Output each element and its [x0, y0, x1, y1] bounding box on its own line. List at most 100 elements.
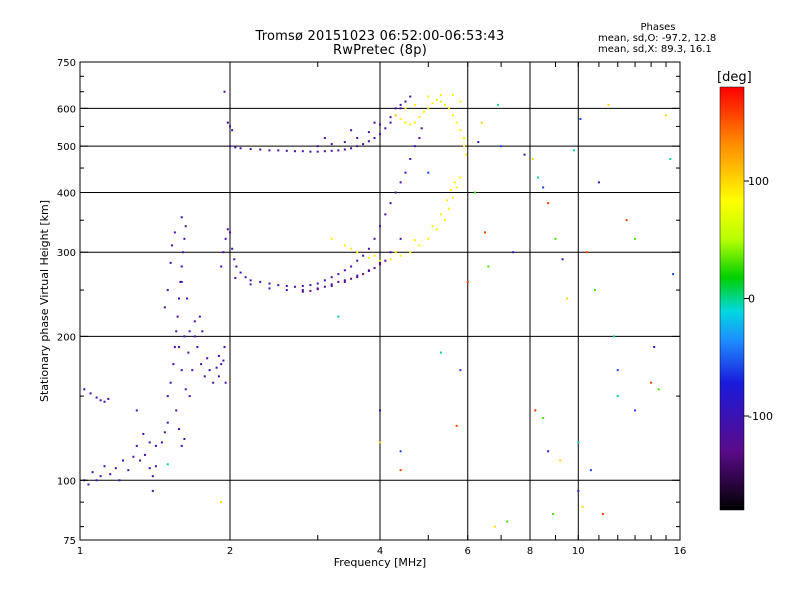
data-point [367, 256, 370, 259]
data-point [431, 102, 434, 105]
data-point [173, 231, 176, 234]
data-point [175, 330, 178, 333]
data-point [223, 90, 226, 93]
data-point [166, 421, 169, 424]
data-point [493, 525, 496, 528]
data-point [169, 381, 172, 384]
data-point [343, 244, 346, 247]
data-point [99, 399, 102, 402]
data-point [542, 416, 545, 419]
data-point [672, 273, 675, 276]
data-point [356, 137, 359, 140]
data-point [186, 297, 189, 300]
data-point [343, 141, 346, 144]
data-point [439, 213, 442, 216]
data-point [459, 129, 462, 132]
data-point [453, 181, 456, 184]
data-point [379, 409, 381, 412]
data-point [231, 129, 234, 132]
data-point [309, 150, 312, 153]
data-point [399, 117, 402, 120]
data-point [487, 265, 490, 268]
y-tick-label: 300 [57, 248, 76, 259]
data-point [135, 444, 138, 447]
data-point [394, 107, 397, 110]
data-point [95, 396, 98, 399]
data-point [183, 437, 186, 440]
data-point [418, 244, 421, 247]
phase-stats-header: Phases [640, 22, 676, 33]
x-tick-label: 2 [227, 546, 233, 557]
data-point [177, 428, 180, 431]
data-point [459, 176, 462, 179]
data-point [175, 409, 178, 412]
data-point [231, 247, 234, 250]
data-point [139, 459, 142, 462]
data-point [484, 231, 487, 234]
data-point [235, 265, 238, 268]
data-point [653, 346, 656, 349]
data-point [132, 455, 135, 458]
data-point [356, 145, 359, 148]
data-point [277, 284, 280, 287]
data-point [356, 251, 359, 254]
data-point [301, 290, 304, 293]
data-point [500, 145, 503, 148]
data-point [177, 346, 180, 349]
data-point [118, 479, 121, 482]
data-point [122, 459, 125, 462]
data-point [239, 147, 242, 150]
data-point [379, 225, 381, 228]
data-point [373, 137, 376, 140]
data-point [367, 140, 370, 143]
phase-stats-x: mean, sd,X: 89.3, 16.1 [598, 44, 712, 55]
x-tick-label: 4 [377, 546, 383, 557]
data-point [188, 395, 191, 398]
data-point [373, 254, 376, 257]
data-point [536, 176, 539, 179]
data-point [224, 381, 227, 384]
data-point [99, 475, 102, 478]
data-point [350, 147, 353, 150]
data-point [409, 251, 412, 254]
data-point [83, 388, 86, 391]
data-point [439, 93, 442, 96]
data-point [413, 103, 416, 106]
y-tick-label: 100 [57, 476, 76, 487]
data-point [301, 150, 304, 153]
data-point [589, 469, 592, 472]
data-point [466, 280, 469, 283]
data-point [496, 103, 499, 106]
data-point [350, 277, 353, 280]
y-tick-label: 400 [57, 188, 76, 199]
data-point [203, 375, 206, 378]
data-point [127, 469, 130, 472]
data-point [301, 289, 304, 292]
data-point [183, 335, 186, 338]
colorbar [719, 86, 745, 511]
data-point [379, 133, 381, 136]
data-point [399, 103, 402, 106]
data-point [184, 225, 187, 228]
data-point [285, 284, 288, 287]
data-point [135, 409, 138, 412]
data-point [650, 381, 653, 384]
data-point [268, 287, 271, 290]
data-point [330, 276, 333, 279]
data-point [399, 254, 402, 257]
data-point [343, 279, 346, 282]
data-point [356, 259, 359, 262]
colorbar-unit: [deg] [717, 70, 752, 85]
data-point [208, 369, 211, 372]
data-point [439, 100, 442, 103]
data-point [172, 363, 175, 366]
data-point [316, 150, 319, 153]
data-point [330, 284, 333, 287]
data-point [384, 127, 387, 130]
data-point [420, 127, 423, 130]
data-point [169, 261, 172, 264]
data-point [601, 513, 604, 516]
data-point [259, 280, 262, 283]
data-point [87, 483, 90, 486]
data-point [577, 489, 580, 492]
